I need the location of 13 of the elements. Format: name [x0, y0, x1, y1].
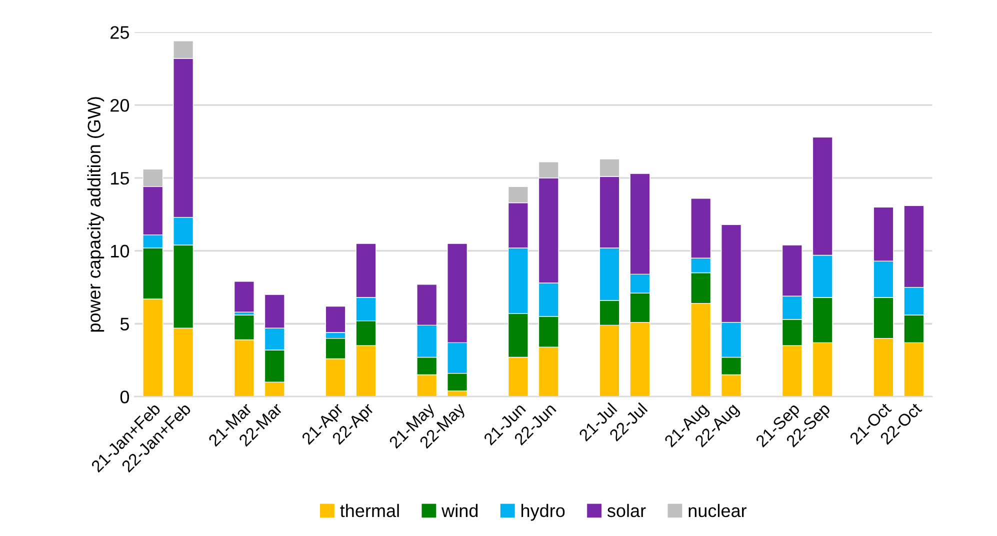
y-tick-label: 10 — [111, 244, 130, 258]
y-tick-label: 25 — [110, 26, 129, 39]
y-tick-label: 5 — [120, 318, 129, 330]
legend-label: thermal — [340, 504, 399, 518]
y-tick-label: 0 — [120, 390, 130, 404]
bar — [234, 281, 254, 312]
legend-label: hydro — [521, 504, 565, 521]
legend-label: solar — [607, 504, 646, 518]
y-tick-label: 20 — [110, 98, 130, 112]
y-tick-label: 15 — [111, 172, 129, 185]
legend-label: nuclear — [688, 504, 747, 518]
y-axis-title: power capacity addition (GW) — [87, 97, 104, 332]
legend-label: wind — [442, 504, 478, 518]
